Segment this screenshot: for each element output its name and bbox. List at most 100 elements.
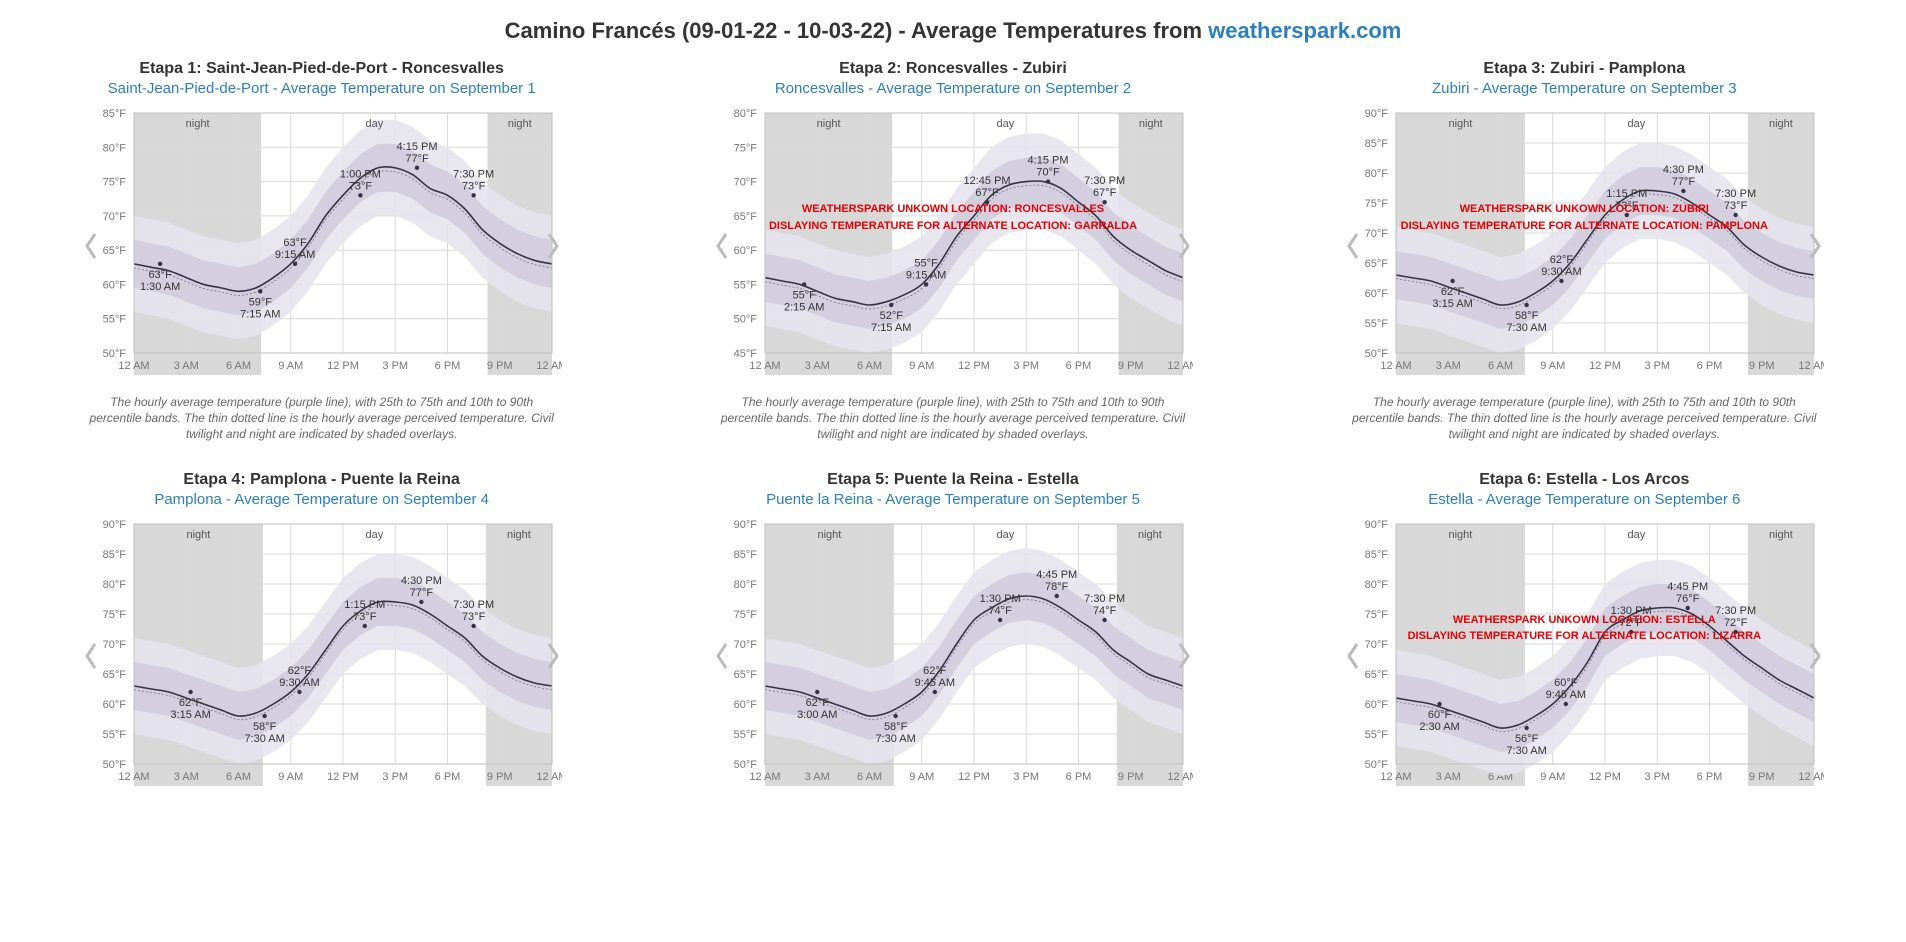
temperature-chart: 50°F55°F60°F65°F70°F75°F80°F85°F90°F12 A…: [82, 514, 562, 794]
x-tick-label: 3 PM: [1645, 360, 1671, 372]
y-tick-label: 45°F: [734, 348, 758, 360]
prev-arrow[interactable]: [711, 636, 733, 676]
point-label-line1: 1:30 PM: [980, 593, 1021, 605]
y-tick-label: 75°F: [1365, 198, 1389, 210]
point-label-line1: 7:30 PM: [1084, 593, 1125, 605]
temperature-chart: 50°F55°F60°F65°F70°F75°F80°F85°F12 AM3 A…: [82, 103, 562, 383]
x-tick-label: 12 AM: [536, 771, 562, 783]
y-tick-label: 60°F: [1365, 288, 1389, 300]
x-tick-label: 3 AM: [173, 360, 198, 372]
etapa-title: Etapa 1: Saint-Jean-Pied-de-Port - Ronce…: [139, 60, 504, 78]
point-label-line2: 7:30 AM: [1507, 322, 1547, 334]
chart-subtitle-link[interactable]: Estella - Average Temperature on Septemb…: [1428, 491, 1740, 508]
y-tick-label: 60°F: [1365, 699, 1389, 711]
night-label-right: night: [508, 118, 532, 130]
y-tick-label: 50°F: [1365, 759, 1389, 771]
y-tick-label: 90°F: [1365, 108, 1389, 120]
chart-subtitle-link[interactable]: Roncesvalles - Average Temperature on Se…: [775, 80, 1131, 97]
next-arrow[interactable]: [1173, 636, 1195, 676]
weatherspark-link[interactable]: weatherspark.com: [1208, 18, 1401, 43]
y-tick-label: 75°F: [734, 142, 758, 154]
point-label-line2: 73°F: [1615, 200, 1639, 212]
prev-arrow[interactable]: [80, 636, 102, 676]
data-point: [471, 623, 475, 627]
prev-arrow[interactable]: [80, 226, 102, 266]
data-point: [985, 200, 989, 204]
x-tick-label: 12 PM: [1589, 771, 1621, 783]
y-tick-label: 50°F: [102, 759, 126, 771]
point-label-line2: 73°F: [1724, 200, 1748, 212]
point-label-line1: 4:30 PM: [401, 575, 442, 587]
night-label-left: night: [186, 529, 210, 541]
next-arrow[interactable]: [1804, 636, 1826, 676]
prev-arrow[interactable]: [711, 226, 733, 266]
chart-subtitle-link[interactable]: Puente la Reina - Average Temperature on…: [766, 491, 1140, 508]
y-tick-label: 75°F: [734, 609, 758, 621]
x-tick-label: 6 AM: [857, 360, 882, 372]
x-tick-label: 3 AM: [805, 771, 830, 783]
next-arrow[interactable]: [542, 636, 564, 676]
x-tick-label: 3 PM: [382, 771, 408, 783]
data-point: [1734, 213, 1738, 217]
point-label-line1: 62°F: [1441, 286, 1465, 298]
y-tick-label: 70°F: [1365, 639, 1389, 651]
etapa-title: Etapa 2: Roncesvalles - Zubiri: [839, 60, 1067, 78]
data-point: [362, 623, 366, 627]
x-tick-label: 9 AM: [278, 360, 303, 372]
page-title: Camino Francés (09-01-22 - 10-03-22) - A…: [0, 0, 1906, 50]
x-tick-label: 12 AM: [1167, 360, 1193, 372]
x-tick-label: 3 PM: [382, 360, 408, 372]
y-tick-label: 85°F: [734, 549, 758, 561]
y-tick-label: 55°F: [102, 314, 126, 326]
prev-arrow[interactable]: [1342, 226, 1364, 266]
x-tick-label: 9 PM: [487, 360, 513, 372]
chart-wrap: 45°F50°F55°F60°F65°F70°F75°F80°F12 AM3 A…: [713, 103, 1193, 388]
data-point: [1046, 179, 1050, 183]
chart-subtitle-link[interactable]: Saint-Jean-Pied-de-Port - Average Temper…: [108, 80, 536, 97]
chart-caption: The hourly average temperature (purple l…: [87, 394, 557, 443]
point-label-line2: 2:15 AM: [784, 301, 824, 313]
next-arrow[interactable]: [1173, 226, 1195, 266]
point-label-line1: 4:15 PM: [396, 141, 437, 153]
data-point: [419, 599, 423, 603]
point-label-line2: 9:45 AM: [1546, 689, 1586, 701]
chart-wrap: 50°F55°F60°F65°F70°F75°F80°F85°F90°F12 A…: [713, 514, 1193, 799]
point-label-line1: 56°F: [1515, 733, 1539, 745]
point-label-line1: 58°F: [884, 721, 908, 733]
data-point: [933, 689, 937, 693]
y-tick-label: 60°F: [102, 699, 126, 711]
y-tick-label: 75°F: [1365, 609, 1389, 621]
day-label: day: [996, 529, 1014, 541]
x-tick-label: 3 AM: [1436, 360, 1461, 372]
point-label-line1: 1:15 PM: [344, 599, 385, 611]
prev-arrow[interactable]: [1342, 636, 1364, 676]
data-point: [889, 303, 893, 307]
point-label-line1: 63°F: [148, 269, 172, 281]
x-tick-label: 12 PM: [958, 771, 990, 783]
x-tick-label: 9 PM: [487, 771, 513, 783]
point-label-line2: 9:30 AM: [279, 677, 319, 689]
chart-cell: Etapa 2: Roncesvalles - Zubiri Roncesval…: [655, 60, 1250, 443]
point-label-line2: 3:15 AM: [170, 709, 210, 721]
y-tick-label: 65°F: [1365, 669, 1389, 681]
data-point: [262, 713, 266, 717]
chart-wrap: 50°F55°F60°F65°F70°F75°F80°F85°F90°F12 A…: [1344, 103, 1824, 388]
x-tick-label: 3 PM: [1645, 771, 1671, 783]
point-label-line1: 59°F: [248, 296, 272, 308]
x-tick-label: 9 AM: [909, 771, 934, 783]
chart-subtitle-link[interactable]: Zubiri - Average Temperature on Septembe…: [1432, 80, 1737, 97]
y-tick-label: 70°F: [734, 177, 758, 189]
y-tick-label: 70°F: [102, 211, 126, 223]
next-arrow[interactable]: [542, 226, 564, 266]
point-label-line1: 58°F: [253, 721, 277, 733]
next-arrow[interactable]: [1804, 226, 1826, 266]
point-label-line2: 73°F: [348, 180, 372, 192]
chart-subtitle-link[interactable]: Pamplona - Average Temperature on Septem…: [154, 491, 489, 508]
y-tick-label: 50°F: [102, 348, 126, 360]
point-label-line2: 3:15 AM: [1433, 298, 1473, 310]
x-tick-label: 6 AM: [1488, 360, 1513, 372]
x-tick-label: 12 PM: [1589, 360, 1621, 372]
chart-caption: The hourly average temperature (purple l…: [718, 394, 1188, 443]
point-label-line2: 74°F: [988, 605, 1012, 617]
point-label-line2: 7:30 AM: [875, 733, 915, 745]
